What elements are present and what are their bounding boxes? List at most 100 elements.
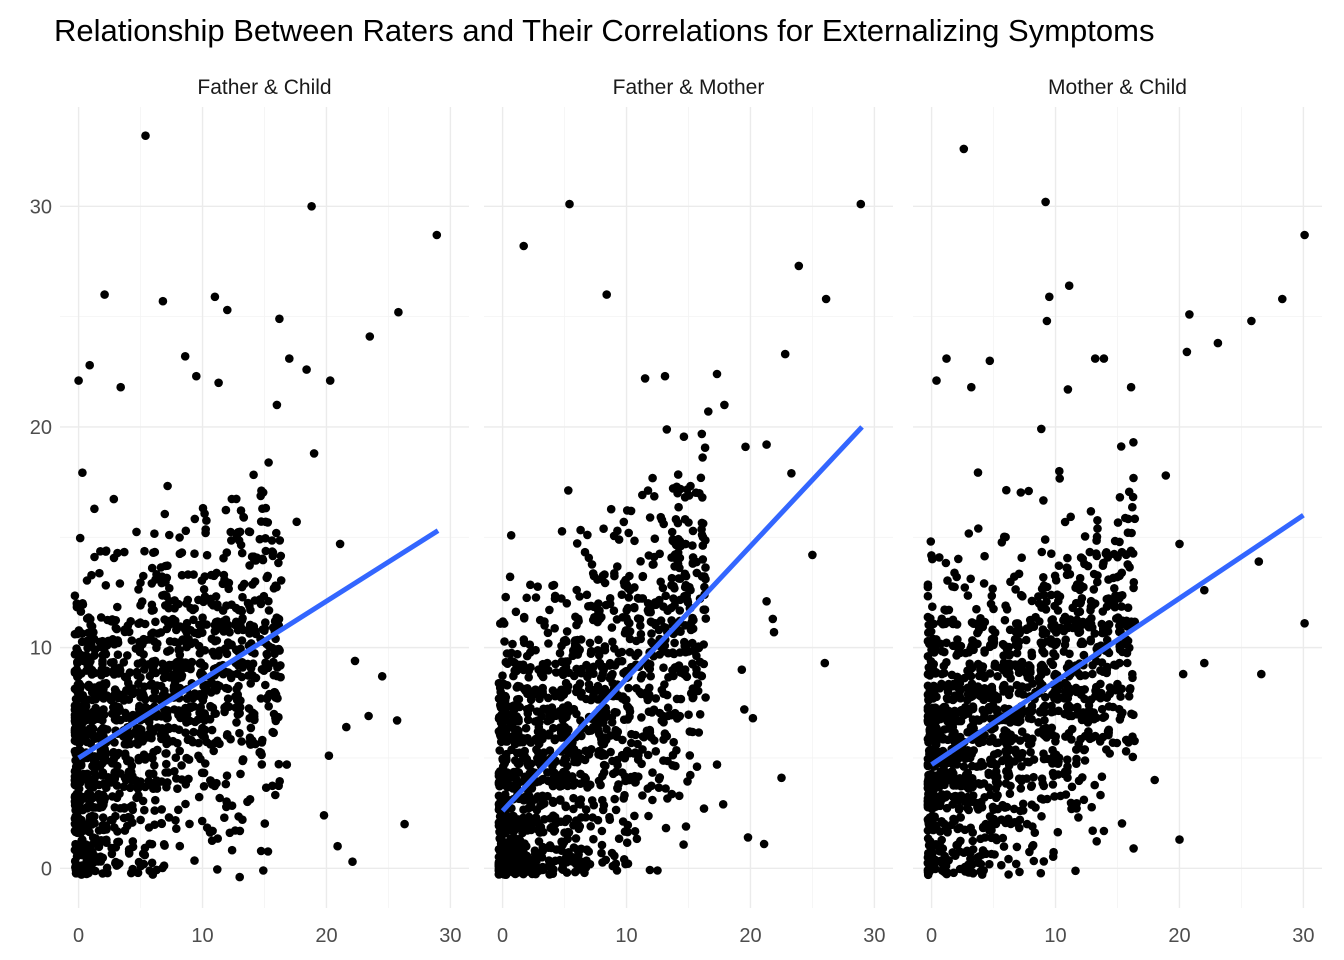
data-point [96,685,105,694]
data-point [82,849,92,859]
data-point [224,584,233,594]
data-point [663,648,673,658]
data-point [365,332,375,341]
data-point [89,858,98,867]
data-point [213,617,222,626]
data-point [150,529,159,538]
data-point [1129,583,1138,593]
data-point [148,628,158,637]
data-point [924,628,933,637]
data-point [997,815,1006,824]
data-point [720,400,729,410]
data-point [645,865,655,875]
data-point [700,443,710,453]
data-point [954,805,964,814]
data-point [235,728,244,738]
data-point [606,747,615,757]
data-point [348,857,357,866]
data-point [88,683,97,693]
data-point [1012,842,1022,852]
data-point [972,604,981,614]
data-point [682,640,691,649]
data-point [695,710,705,719]
data-point [1053,590,1062,599]
data-point [258,488,268,497]
x-tick-label: 10 [1044,925,1066,947]
data-point [653,866,662,875]
data-point [656,577,665,587]
data-point [680,569,690,579]
data-point [140,619,150,629]
data-point [960,583,970,592]
data-point [224,627,234,636]
data-point [251,556,261,565]
data-point [963,709,973,718]
data-point [159,861,169,870]
data-point [926,537,936,546]
data-point [153,723,162,732]
data-point [101,649,110,659]
data-point [180,352,190,361]
data-point [175,645,184,655]
data-point [1037,812,1046,821]
data-point [1102,665,1111,675]
data-point [557,837,566,846]
data-point [124,849,134,858]
data-point [991,777,1001,787]
data-point [133,784,143,793]
data-point [211,709,220,718]
data-point [199,692,208,701]
data-point [100,290,109,299]
y-tick-label: 30 [30,196,52,218]
data-point [594,599,603,608]
data-point [759,839,769,849]
data-point [661,784,670,793]
data-point [675,648,685,657]
data-point [227,845,237,855]
data-point [981,849,991,859]
data-point [672,694,682,704]
data-point [532,707,542,716]
data-point [589,800,599,810]
data-point [237,636,247,645]
data-point [302,365,311,374]
data-point [214,651,223,660]
data-point [560,774,569,783]
data-point [598,669,607,679]
data-point [977,662,986,671]
data-point [656,616,666,625]
data-point [576,525,585,535]
data-point [207,678,217,688]
data-point [319,811,329,820]
data-point [1088,826,1097,835]
data-point [98,659,107,669]
data-point [1096,790,1105,800]
data-point [679,840,688,849]
data-point [569,704,579,714]
data-point [1053,759,1062,768]
data-point [621,626,631,635]
data-point [1038,646,1047,656]
data-point [148,694,157,703]
data-point [1079,795,1089,805]
data-point [214,378,223,388]
data-point [927,856,936,866]
data-point [927,864,937,874]
data-point [109,755,118,765]
data-point [1004,870,1013,879]
data-point [523,858,533,868]
data-point [150,761,159,770]
data-point [1038,625,1048,634]
data-point [202,823,212,832]
data-point [565,199,574,209]
data-point [856,199,866,209]
data-point [673,470,683,479]
data-point [1099,354,1109,363]
data-point [207,780,217,789]
data-point [597,751,606,760]
data-point [648,768,657,777]
data-point [87,840,96,850]
data-point [1093,577,1102,587]
data-point [548,798,558,807]
data-point [1055,466,1064,476]
